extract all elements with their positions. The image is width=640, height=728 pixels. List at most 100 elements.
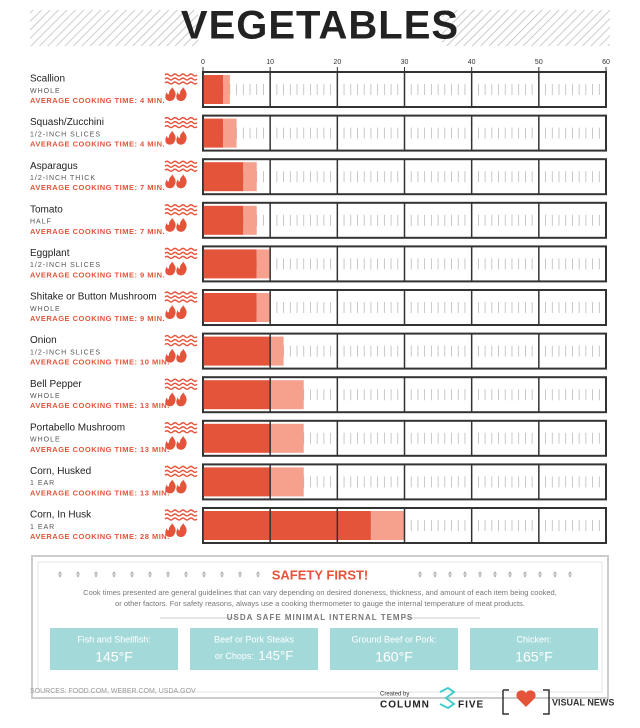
x-tick-label: 30 <box>401 59 409 66</box>
temp-value: 145°F <box>258 648 293 663</box>
flame-icon <box>165 348 176 363</box>
temp-value: 165°F <box>515 649 553 665</box>
safety-text: or other factors. For safety reasons, al… <box>115 599 525 608</box>
temp-box <box>50 628 178 670</box>
x-tick-label: 0 <box>201 59 205 66</box>
x-tick-label: 20 <box>333 59 341 66</box>
safety-subtitle: USDA SAFE MINIMAL INTERNAL TEMPS <box>227 613 414 622</box>
cooking-time: AVERAGE COOKING TIME: 7 MIN. <box>30 227 165 236</box>
flame-icon <box>176 348 187 363</box>
flame-dot <box>463 571 467 578</box>
flame-icon <box>165 479 176 494</box>
heat-icon <box>164 430 198 434</box>
safety-panel-inner <box>37 561 603 693</box>
flame-dot <box>538 571 542 578</box>
category-label: Corn, In Husk <box>30 510 92 521</box>
flame-dot <box>166 571 170 578</box>
heat-icon <box>164 251 198 256</box>
heat-icon <box>164 334 198 339</box>
flame-icon <box>176 435 187 450</box>
flame-icon <box>176 305 187 319</box>
flame-dot <box>553 571 557 578</box>
heat-icon <box>164 382 198 386</box>
safety-text: Cook times presented are general guideli… <box>83 588 557 597</box>
heat-icon <box>164 255 198 260</box>
partner: VISUAL NEWS <box>552 697 614 707</box>
flame-icon <box>165 130 176 145</box>
bar-segment <box>256 293 271 322</box>
heat-icon <box>164 124 198 129</box>
flame-icon <box>165 392 176 407</box>
flame-icon <box>176 130 187 145</box>
category-detail: 1/2-INCH SLICES <box>30 131 101 138</box>
bar-segment <box>203 467 271 497</box>
cooking-time: AVERAGE COOKING TIME: 13 MIN. <box>30 445 170 454</box>
category-label: Asparagus <box>30 161 78 172</box>
category-label: Squash/Zucchini <box>30 117 104 128</box>
cooking-time: AVERAGE COOKING TIME: 4 MIN. <box>30 96 165 105</box>
heat-icon <box>164 81 198 85</box>
flame-icon <box>165 435 176 450</box>
flame-dot <box>493 571 497 578</box>
cooking-time: AVERAGE COOKING TIME: 9 MIN. <box>30 270 165 279</box>
category-detail: 1 EAR <box>30 480 55 487</box>
category-label: Shitake or Button Mushroom <box>30 292 157 303</box>
cooking-time: AVERAGE COOKING TIME: 10 MIN. <box>30 358 170 367</box>
heat-icon <box>164 299 198 303</box>
safety-title: SAFETY FIRST! <box>272 567 369 582</box>
category-label: Corn, Husked <box>30 466 91 477</box>
flame-dot <box>76 571 80 578</box>
heat-icon <box>164 168 198 172</box>
heat-icon <box>164 116 198 121</box>
bar-segment <box>370 511 405 540</box>
flame-icon <box>165 217 176 232</box>
temp-box <box>190 628 318 670</box>
flame-dot <box>58 571 62 578</box>
safety-panel <box>31 555 609 699</box>
x-tick-label: 40 <box>468 59 476 66</box>
cooking-time: AVERAGE COOKING TIME: 4 MIN. <box>30 140 165 149</box>
flame-dot <box>112 571 116 578</box>
bar-segment <box>203 118 224 148</box>
flame-icon <box>176 392 187 407</box>
brand-logo <box>439 686 456 710</box>
category-detail: 1/2-INCH SLICES <box>30 262 101 269</box>
heat-icon <box>164 342 198 347</box>
flame-icon <box>165 305 176 319</box>
temp-label: Chicken: <box>516 634 551 644</box>
bar-segment <box>203 75 224 104</box>
bar-segment <box>203 162 244 192</box>
temp-value: 145°F <box>95 649 133 665</box>
temp-label: Ground Beef or Pork: <box>351 634 436 644</box>
flame-dot <box>130 571 134 578</box>
heat-icon <box>164 77 198 81</box>
flame-icon <box>176 217 187 232</box>
partner-heart <box>516 690 536 707</box>
category-detail: WHOLE <box>30 88 61 95</box>
flame-icon <box>165 261 176 276</box>
cooking-time: AVERAGE COOKING TIME: 13 MIN. <box>30 488 170 497</box>
heat-icon <box>164 422 198 426</box>
heat-icon <box>164 378 198 382</box>
category-label: Scallion <box>30 74 65 85</box>
bar-segment <box>270 336 284 366</box>
heat-icon <box>164 465 198 470</box>
flame-dot <box>523 571 527 578</box>
flame-icon <box>165 87 176 101</box>
cooking-time: AVERAGE COOKING TIME: 9 MIN. <box>30 314 165 323</box>
category-detail: WHOLE <box>30 437 61 444</box>
bar-segment <box>270 467 304 497</box>
flame-dot <box>94 571 98 578</box>
bar-segment <box>243 162 257 192</box>
heat-icon <box>164 469 198 474</box>
flame-icon <box>176 87 187 101</box>
flame-dot <box>220 571 224 578</box>
bar-segment <box>203 205 244 235</box>
heat-icon <box>164 208 198 212</box>
heat-icon <box>164 204 198 208</box>
brand: FIVE <box>458 700 484 711</box>
heat-icon <box>164 473 198 478</box>
cooking-time: AVERAGE COOKING TIME: 7 MIN. <box>30 183 165 192</box>
flame-icon <box>176 261 187 276</box>
temp-label: or Chops: <box>215 651 254 661</box>
